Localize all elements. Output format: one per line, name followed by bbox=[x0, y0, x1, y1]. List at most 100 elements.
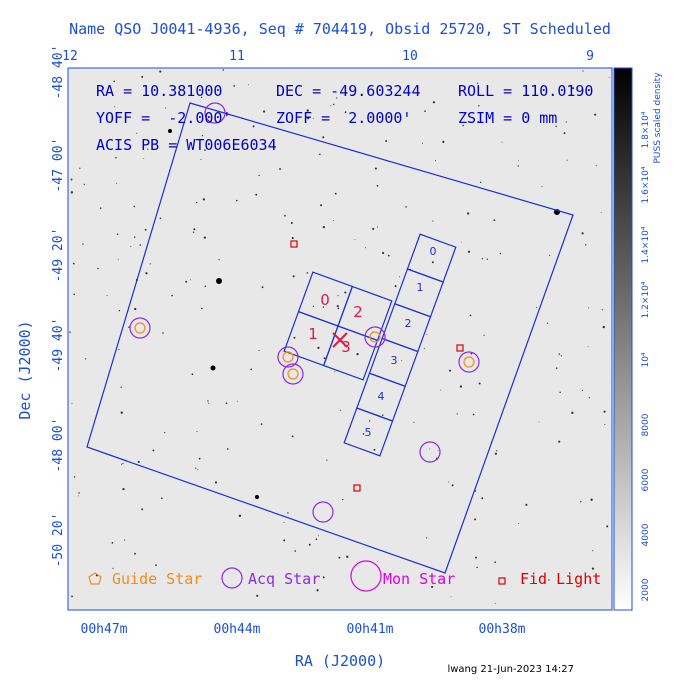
colorbar-label: 8000 bbox=[641, 413, 651, 436]
star bbox=[381, 414, 384, 417]
star bbox=[591, 567, 595, 570]
star bbox=[517, 165, 519, 167]
star bbox=[340, 409, 342, 411]
star bbox=[494, 602, 496, 604]
star bbox=[368, 420, 371, 422]
star bbox=[401, 360, 403, 362]
star bbox=[377, 226, 379, 228]
s-chip-label: 4 bbox=[378, 390, 385, 403]
star bbox=[255, 193, 258, 196]
star bbox=[406, 115, 408, 118]
star bbox=[338, 556, 341, 559]
legend-fid-icon bbox=[498, 577, 506, 585]
star bbox=[496, 450, 498, 452]
star bbox=[202, 198, 206, 201]
star bbox=[354, 238, 356, 240]
star bbox=[106, 294, 108, 296]
footer: lwang 21-Jun-2023 14:27 bbox=[447, 664, 574, 675]
star bbox=[478, 382, 481, 385]
fid-light bbox=[353, 484, 361, 492]
left-tick-label: -50 20' bbox=[51, 513, 66, 568]
star bbox=[222, 69, 225, 71]
bright-star bbox=[255, 495, 259, 499]
star bbox=[283, 539, 286, 542]
star bbox=[595, 165, 597, 167]
star bbox=[429, 448, 430, 450]
star bbox=[447, 481, 449, 483]
star bbox=[372, 227, 375, 230]
star bbox=[71, 402, 73, 404]
star bbox=[115, 182, 118, 184]
star bbox=[333, 103, 335, 106]
star bbox=[560, 355, 562, 357]
star bbox=[432, 220, 434, 222]
star bbox=[382, 251, 385, 255]
star bbox=[466, 212, 470, 215]
star bbox=[432, 101, 436, 104]
star bbox=[171, 294, 173, 297]
star bbox=[608, 77, 610, 79]
star bbox=[122, 463, 124, 465]
star bbox=[117, 259, 119, 261]
star bbox=[499, 252, 502, 255]
star bbox=[197, 469, 199, 471]
star bbox=[191, 373, 194, 376]
i-chip-label: 1 bbox=[308, 325, 318, 343]
star bbox=[525, 503, 528, 506]
star bbox=[394, 285, 397, 288]
star bbox=[72, 262, 75, 265]
star bbox=[120, 386, 122, 388]
star bbox=[203, 236, 206, 239]
star bbox=[291, 237, 294, 240]
star bbox=[258, 174, 260, 177]
star bbox=[204, 285, 207, 288]
star bbox=[423, 347, 425, 349]
fid-light bbox=[456, 344, 464, 352]
s-chip-label: 2 bbox=[405, 317, 412, 330]
colorbar-label: 6000 bbox=[641, 468, 651, 491]
star bbox=[424, 110, 426, 112]
bottom-tick-label: 00h44m bbox=[214, 622, 261, 637]
star bbox=[494, 452, 497, 455]
star bbox=[565, 121, 567, 123]
star bbox=[159, 217, 162, 220]
star bbox=[581, 232, 584, 235]
star-field bbox=[69, 69, 610, 604]
star bbox=[421, 142, 424, 144]
bright-star bbox=[168, 129, 172, 133]
left-tick-label: -48 40' bbox=[51, 45, 66, 100]
star bbox=[291, 435, 294, 438]
star bbox=[322, 136, 325, 139]
star bbox=[195, 201, 198, 204]
star bbox=[134, 307, 137, 311]
star bbox=[307, 116, 310, 120]
star bbox=[315, 538, 318, 541]
star bbox=[82, 243, 84, 245]
star bbox=[493, 219, 496, 222]
star bbox=[425, 537, 428, 539]
star bbox=[260, 423, 263, 425]
star bbox=[518, 160, 519, 162]
star bbox=[120, 411, 123, 414]
star bbox=[572, 87, 575, 90]
left-tick-label: -49 20' bbox=[51, 228, 66, 283]
star bbox=[559, 391, 561, 394]
star bbox=[470, 352, 473, 355]
star bbox=[606, 525, 609, 528]
top-tick-label: 9 bbox=[586, 49, 594, 64]
star bbox=[341, 498, 344, 501]
star bbox=[290, 222, 293, 225]
s-chip-label: 5 bbox=[365, 426, 372, 439]
star bbox=[196, 430, 198, 433]
star bbox=[190, 279, 191, 281]
star bbox=[448, 369, 452, 372]
star bbox=[558, 353, 561, 355]
star bbox=[316, 589, 319, 592]
legend-mon-icon bbox=[350, 560, 382, 592]
star bbox=[387, 254, 390, 257]
colorbar-label: 1.4×10⁴ bbox=[641, 226, 651, 263]
legend-label: Guide Star bbox=[112, 570, 202, 588]
left-tick-label: -48 00' bbox=[51, 418, 66, 473]
star bbox=[362, 433, 365, 435]
star bbox=[337, 295, 339, 297]
